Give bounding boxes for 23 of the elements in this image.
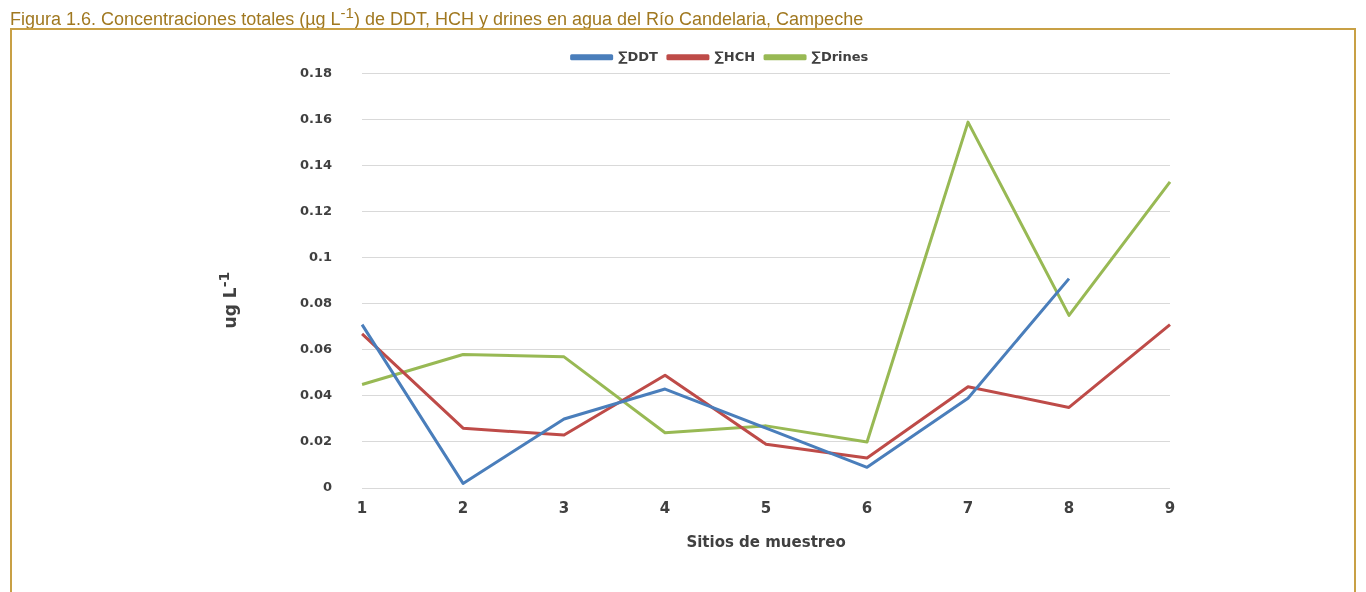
- x-tick-label: 8: [1063, 498, 1075, 517]
- y-tick-label: 0: [323, 479, 333, 495]
- x-tick-label: 2: [457, 498, 469, 517]
- legend-label: ∑DDT: [618, 48, 659, 64]
- x-tick-label: 1: [356, 498, 368, 517]
- x-tick-label: 3: [558, 498, 570, 517]
- y-tick-label: 0.14: [300, 157, 333, 173]
- y-tick-label: 0.1: [309, 249, 333, 265]
- y-tick-label: 0.12: [300, 203, 333, 219]
- x-tick-label: 7: [962, 498, 974, 517]
- y-tick-label: 0.08: [300, 295, 333, 311]
- y-tick-label: 0.06: [300, 341, 333, 357]
- y-tick-label: 0.16: [300, 111, 333, 127]
- x-tick-label: 6: [861, 498, 873, 517]
- x-tick-label: 5: [760, 498, 772, 517]
- legend-label: ∑HCH: [714, 48, 756, 64]
- x-tick-label: 4: [659, 498, 671, 517]
- x-tick-label: 9: [1164, 498, 1176, 517]
- y-tick-label: 0.18: [300, 65, 333, 81]
- y-tick-label: 0.02: [300, 433, 333, 449]
- y-tick-label: 0.04: [300, 387, 333, 403]
- legend-label: ∑Drines: [811, 48, 869, 64]
- x-axis-title: Sitios de muestreo: [686, 532, 846, 551]
